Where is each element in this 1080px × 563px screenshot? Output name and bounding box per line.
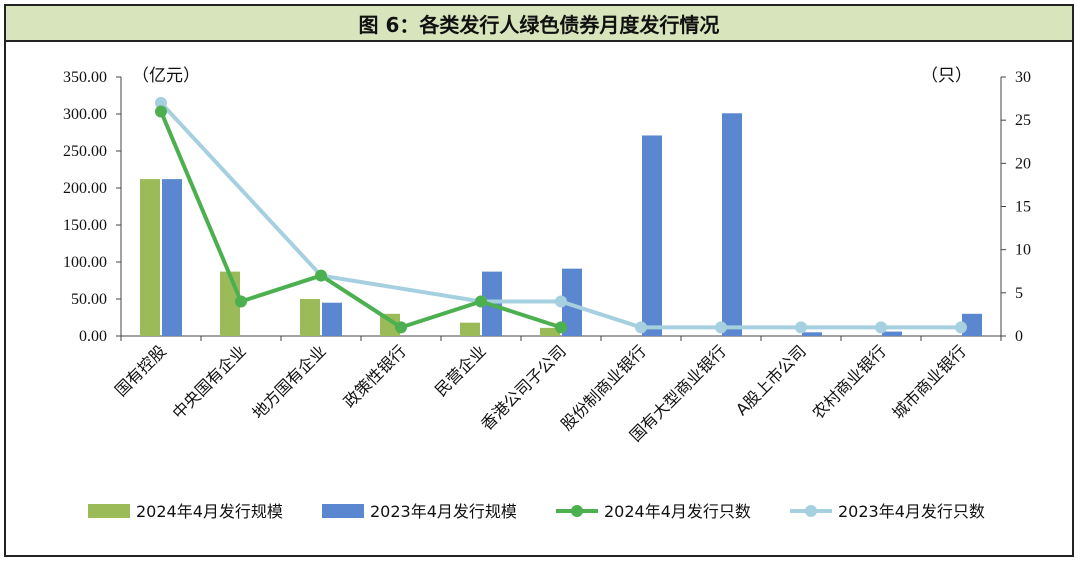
line-point	[475, 295, 487, 308]
bar	[140, 179, 160, 336]
line-point	[555, 321, 567, 334]
left-tick-label: 150.00	[63, 217, 107, 234]
left-axis-unit: （亿元）	[132, 66, 200, 86]
right-tick-label: 10	[1015, 242, 1031, 259]
right-tick-label: 15	[1015, 199, 1031, 216]
right-tick-label: 5	[1015, 285, 1023, 302]
line-point	[955, 321, 967, 334]
series-line	[159, 101, 961, 330]
line-point	[715, 321, 727, 334]
bar	[722, 113, 742, 336]
line-point	[395, 321, 407, 334]
legend-swatch	[88, 504, 130, 518]
left-tick-label: 50.00	[71, 291, 107, 308]
right-axis-unit: （只）	[921, 66, 972, 86]
line-point	[875, 321, 887, 334]
bar	[802, 332, 822, 336]
left-tick-label: 200.00	[63, 180, 107, 197]
bar	[642, 135, 662, 336]
category-label: 地方国有企业	[249, 341, 330, 422]
category-label: 中央国有企业	[169, 341, 250, 422]
category-label: 国有控股	[111, 341, 170, 400]
left-tick-label: 100.00	[63, 254, 107, 271]
line-point	[155, 105, 167, 118]
line-point	[555, 295, 567, 308]
category-label: 民营企业	[431, 341, 490, 400]
line-point	[315, 269, 327, 282]
legend-label: 2024年4月发行规模	[136, 502, 283, 521]
right-tick-label: 30	[1015, 69, 1031, 86]
bar	[562, 268, 582, 336]
bar	[460, 322, 480, 336]
bar	[300, 299, 320, 336]
category-label: 股份制商业银行	[557, 341, 650, 434]
line-point	[235, 295, 247, 308]
chart-title: 图 6：各类发行人绿色债券月度发行情况	[6, 6, 1072, 42]
legend-label: 2024年4月发行只数	[604, 502, 751, 521]
left-tick-label: 0.00	[79, 328, 107, 345]
chart-frame: 图 6：各类发行人绿色债券月度发行情况	[4, 4, 1074, 557]
bar	[162, 179, 182, 336]
line-point	[155, 96, 167, 109]
legend-marker	[571, 505, 583, 517]
category-label: 农村商业银行	[809, 341, 890, 422]
category-label: 香港公司子公司	[477, 341, 570, 434]
legend-swatch	[322, 504, 364, 518]
bar	[882, 331, 902, 336]
line-point	[795, 321, 807, 334]
legend-label: 2023年4月发行只数	[838, 502, 985, 521]
right-tick-label: 0	[1015, 328, 1023, 345]
category-label: 政策性银行	[340, 341, 410, 411]
left-tick-label: 300.00	[63, 106, 107, 123]
category-label: A股上市公司	[732, 341, 810, 419]
legend-marker	[805, 505, 817, 517]
series-line	[159, 110, 562, 330]
bar	[322, 302, 342, 336]
right-tick-label: 25	[1015, 112, 1031, 129]
bar	[540, 327, 560, 336]
left-tick-label: 350.00	[63, 69, 107, 86]
right-tick-label: 20	[1015, 155, 1031, 172]
legend-label: 2023年4月发行规模	[370, 502, 517, 521]
line-point	[635, 321, 647, 334]
left-tick-label: 250.00	[63, 143, 107, 160]
category-label: 城市商业银行	[889, 341, 970, 422]
bar	[962, 313, 982, 336]
